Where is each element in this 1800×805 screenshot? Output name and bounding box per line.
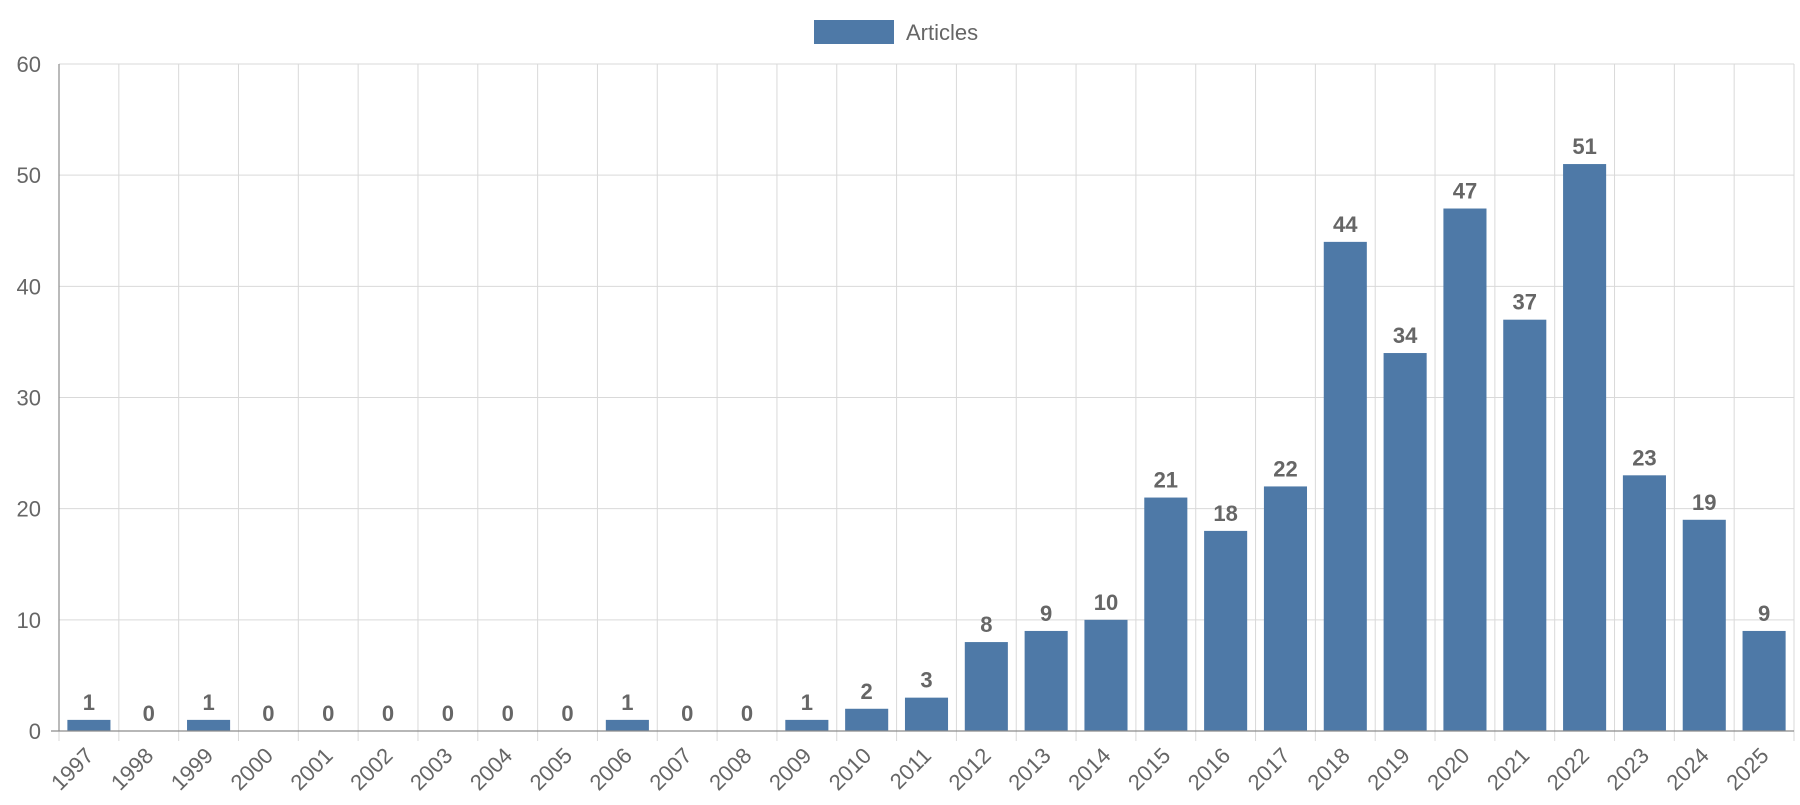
x-tick-label: 1997	[46, 743, 98, 795]
y-tick-label: 50	[17, 163, 41, 188]
data-label-2013: 9	[1040, 601, 1052, 626]
x-tick-label: 2000	[226, 743, 278, 795]
data-label-2014: 10	[1094, 590, 1118, 615]
data-label-2011: 3	[920, 668, 932, 693]
data-label-2020: 47	[1453, 179, 1477, 204]
data-label-2000: 0	[262, 701, 274, 726]
bar-2014	[1084, 619, 1128, 731]
y-tick-label: 0	[29, 719, 41, 744]
x-tick-label: 2024	[1662, 743, 1714, 795]
x-tick-label: 2011	[885, 743, 936, 794]
x-tick-label: 2020	[1422, 743, 1474, 795]
x-tick-label: 2021	[1482, 743, 1534, 795]
data-label-2001: 0	[322, 701, 334, 726]
x-tick-label: 2023	[1602, 743, 1654, 795]
x-tick-label: 2004	[465, 743, 517, 795]
x-tick-label: 2003	[405, 743, 457, 795]
bar-2025	[1742, 630, 1786, 731]
data-label-2022: 51	[1572, 134, 1596, 159]
y-tick-label: 20	[17, 497, 41, 522]
x-tick-label: 2009	[764, 743, 816, 795]
x-tick-label: 2012	[944, 743, 996, 795]
x-tick-label: 2018	[1303, 743, 1355, 795]
legend-swatch-articles	[814, 20, 894, 44]
x-tick-label: 1999	[166, 743, 218, 795]
x-tick-label: 2016	[1183, 743, 1235, 795]
bar-2016	[1204, 530, 1248, 731]
x-tick-label: 2019	[1362, 743, 1414, 795]
y-tick-label: 40	[17, 274, 41, 299]
bar-2018	[1323, 241, 1367, 731]
data-label-2006: 1	[621, 690, 633, 715]
data-label-2015: 21	[1154, 468, 1178, 493]
x-tick-label: 2022	[1542, 743, 1594, 795]
data-label-1999: 1	[202, 690, 214, 715]
x-tick-label: 2005	[525, 743, 577, 795]
data-label-2003: 0	[442, 701, 454, 726]
x-tick-label: 1998	[106, 743, 158, 795]
data-label-2018: 44	[1333, 212, 1358, 237]
bar-2013	[1024, 630, 1068, 731]
data-label-2009: 1	[801, 690, 813, 715]
bar-2021	[1503, 319, 1547, 731]
x-tick-label: 2013	[1003, 743, 1055, 795]
data-label-1997: 1	[83, 690, 95, 715]
data-label-2008: 0	[741, 701, 753, 726]
legend-label-articles: Articles	[906, 20, 978, 45]
x-tick-label: 2015	[1123, 743, 1175, 795]
x-tick-label: 2008	[704, 743, 756, 795]
x-tick-label: 2025	[1721, 743, 1773, 795]
bar-1997	[67, 719, 111, 731]
y-tick-label: 10	[17, 608, 41, 633]
bar-2011	[904, 697, 949, 731]
bar-2010	[845, 708, 889, 731]
bar-2024	[1682, 519, 1726, 731]
data-label-1998: 0	[143, 701, 155, 726]
bar-2020	[1443, 208, 1487, 731]
data-label-2005: 0	[561, 701, 573, 726]
bar-2006	[605, 719, 649, 731]
data-label-2016: 18	[1213, 501, 1237, 526]
bar-2009	[785, 719, 829, 731]
data-label-2017: 22	[1273, 456, 1297, 481]
bar-2019	[1383, 353, 1427, 731]
data-label-2021: 37	[1513, 290, 1537, 315]
bar-1999	[187, 719, 231, 731]
y-tick-label: 60	[17, 52, 41, 77]
bars	[67, 164, 1786, 732]
bar-2022	[1563, 164, 1607, 732]
x-tick-label: 2006	[585, 743, 637, 795]
x-tick-label: 2017	[1243, 743, 1295, 795]
data-label-2019: 34	[1393, 323, 1418, 348]
x-tick-label: 2001	[285, 743, 337, 795]
legend: Articles	[814, 20, 978, 45]
data-label-2025: 9	[1758, 601, 1770, 626]
data-label-2010: 2	[861, 679, 873, 704]
bar-2017	[1263, 486, 1308, 731]
grid	[58, 63, 1795, 741]
data-label-2012: 8	[980, 612, 992, 637]
data-label-2002: 0	[382, 701, 394, 726]
x-tick-label: 2007	[644, 743, 696, 795]
y-tick-label: 30	[17, 386, 41, 411]
data-label-2024: 19	[1692, 490, 1716, 515]
data-label-2004: 0	[502, 701, 514, 726]
bar-2015	[1144, 497, 1188, 731]
data-label-2023: 23	[1632, 445, 1656, 470]
bar-2023	[1622, 475, 1666, 731]
data-label-2007: 0	[681, 701, 693, 726]
x-tick-label: 2002	[345, 743, 397, 795]
bar-2012	[964, 642, 1008, 731]
x-tick-label: 2010	[824, 743, 876, 795]
x-tick-label: 2014	[1063, 743, 1115, 795]
